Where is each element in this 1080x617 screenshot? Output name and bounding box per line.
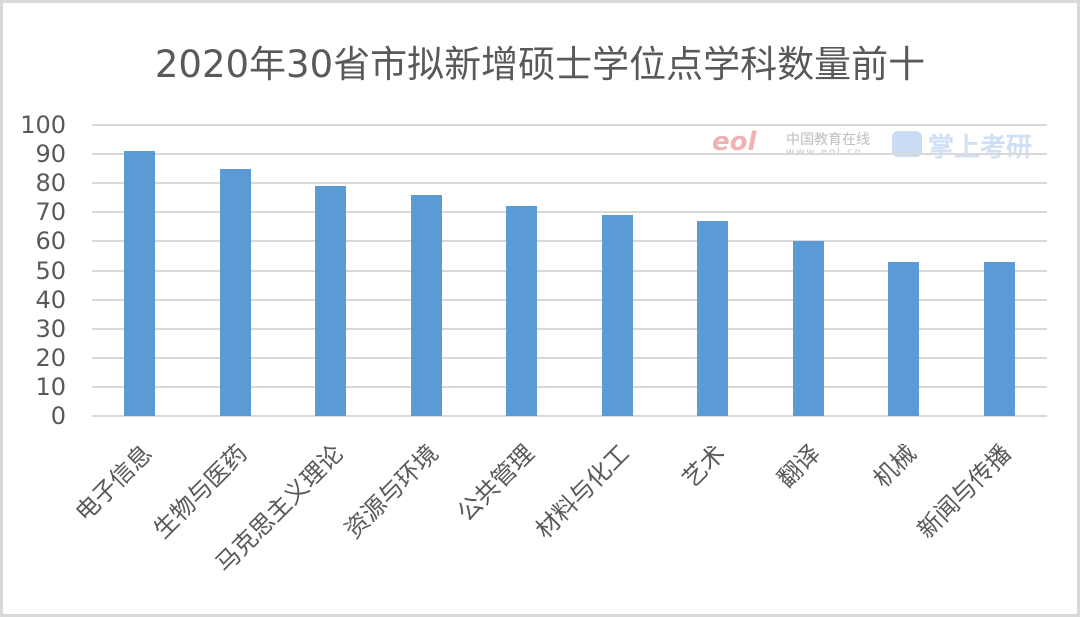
- gridline: [92, 269, 1047, 272]
- gridline: [92, 385, 1047, 388]
- eol-url-text: www.eol.cn: [786, 147, 863, 158]
- bar: [697, 221, 729, 416]
- bar: [506, 206, 538, 416]
- y-tick-label: 90: [35, 140, 66, 169]
- bar: [219, 168, 251, 416]
- gridline: [92, 327, 1047, 330]
- bar: [410, 194, 442, 416]
- bar: [124, 151, 156, 416]
- gridline: [92, 415, 1047, 417]
- graduation-cap-icon: [892, 131, 922, 157]
- bar: [888, 261, 920, 416]
- bar: [601, 215, 633, 416]
- gridline: [92, 153, 1047, 156]
- y-tick-label: 100: [20, 111, 66, 139]
- eol-logo-icon: eol: [712, 127, 757, 157]
- gridline: [92, 356, 1047, 359]
- y-tick-label: 80: [35, 169, 66, 198]
- bar: [983, 261, 1015, 416]
- y-tick-label: 20: [35, 343, 66, 372]
- y-tick-label: 40: [35, 285, 66, 314]
- eol-cn-text: 中国教育在线: [786, 132, 870, 148]
- brand-text: 掌上考研: [928, 133, 1033, 163]
- watermark: eol 中国教育在线 www.eol.cn 掌上考研: [712, 127, 1052, 167]
- y-tick-label: 50: [35, 256, 66, 285]
- gridline: [92, 298, 1047, 301]
- y-tick-label: 10: [35, 372, 66, 401]
- bar: [315, 186, 347, 416]
- y-tick-label: 0: [50, 402, 66, 430]
- y-tick-label: 70: [35, 198, 66, 227]
- chart-title: 2020年30省市拟新增硕士学位点学科数量前十: [154, 43, 926, 86]
- y-tick-label: 60: [35, 227, 66, 256]
- gridline: [92, 182, 1047, 185]
- gridline: [92, 124, 1047, 126]
- bar: [792, 241, 824, 416]
- gridline: [92, 240, 1047, 243]
- gridline: [92, 211, 1047, 214]
- y-tick-label: 30: [35, 314, 66, 343]
